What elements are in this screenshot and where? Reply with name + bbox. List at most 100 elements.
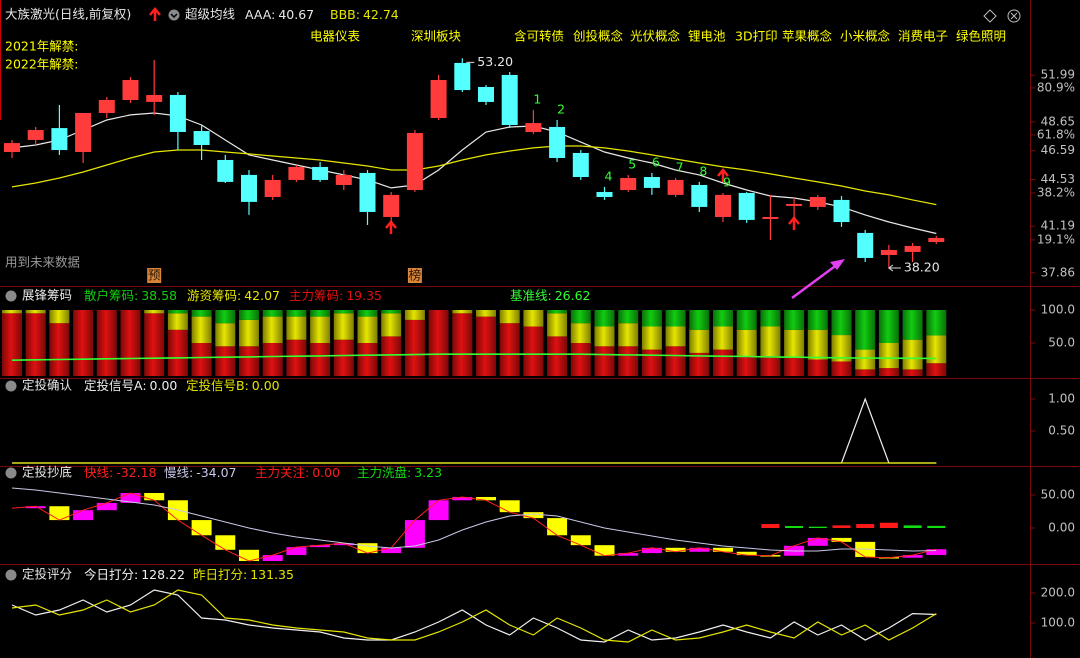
- panel-title: 大族激光(日线,前复权): [5, 7, 131, 22]
- legend-name: 主力筹码:: [289, 288, 343, 303]
- stacked-bar: [665, 346, 686, 376]
- signal-bar: [761, 524, 780, 529]
- future-note: 用到未来数据: [5, 255, 80, 270]
- momentum-box: [73, 510, 94, 521]
- panel-title: 定投确认: [22, 378, 73, 393]
- legend-entry: 今日打分: 128.22: [84, 567, 185, 582]
- stacked-bar: [902, 310, 923, 340]
- stacked-bar: [120, 310, 141, 376]
- max-label: 53.20: [477, 54, 513, 69]
- candle-body: [928, 237, 945, 243]
- panel-title: 定投评分: [22, 567, 72, 582]
- stacked-bar: [665, 326, 686, 347]
- momentum-box: [547, 518, 568, 536]
- momentum-box: [144, 493, 165, 501]
- stacked-bar: [926, 363, 947, 376]
- candle-body: [122, 79, 139, 100]
- candle-body: [264, 179, 281, 198]
- panel-icon[interactable]: [5, 467, 17, 479]
- stacked-bar: [594, 326, 615, 347]
- indicator-icon[interactable]: [168, 9, 180, 21]
- stacked-bar: [855, 349, 876, 370]
- legend-name: 主力关注:: [255, 465, 309, 480]
- signal-bar: [927, 525, 946, 529]
- stacked-bar: [215, 310, 236, 324]
- legend-value: 19.35: [346, 288, 382, 303]
- pointer-arrow: [791, 262, 839, 300]
- legend-value: -34.07: [196, 465, 236, 480]
- panel-icon[interactable]: [5, 380, 17, 392]
- y-tick-label: 1.00: [1048, 392, 1075, 406]
- candle-body: [193, 131, 210, 145]
- stacked-bar: [831, 310, 852, 336]
- legend-name: 快线:: [84, 465, 113, 480]
- stacked-bar: [902, 369, 923, 376]
- concept-tag: 含可转债: [514, 29, 564, 44]
- legend-name: 昨日打分:: [193, 567, 247, 582]
- legend-entry: AAA: 40.67: [245, 7, 314, 22]
- stacked-bar: [760, 326, 781, 357]
- buy-arrow: [788, 216, 800, 230]
- candle-body: [241, 174, 257, 202]
- candle-body: [833, 199, 850, 223]
- stacked-bar: [523, 310, 544, 327]
- panel-icon[interactable]: [5, 569, 17, 581]
- y-tick-label: 38.2%: [1037, 185, 1075, 199]
- y-tick-label: 44.53: [1041, 172, 1075, 186]
- concept-tag: 锂电池: [688, 29, 726, 44]
- settings-icon[interactable]: [983, 9, 997, 23]
- stacked-bar: [381, 310, 402, 314]
- y-tick-label: 61.8%: [1037, 127, 1075, 141]
- stacked-bar: [570, 323, 591, 343]
- momentum-box: [570, 535, 591, 546]
- stacked-bar: [357, 316, 378, 343]
- candle-body: [430, 79, 447, 119]
- indicator-icon-chevron: [170, 13, 178, 19]
- panel-title: 定投抄底: [22, 465, 72, 480]
- momentum-box: [641, 547, 662, 554]
- panel-icon[interactable]: [5, 290, 17, 302]
- momentum-box: [452, 496, 473, 501]
- candle-body: [572, 152, 589, 178]
- stacked-bar: [404, 319, 425, 376]
- stacked-bar: [784, 310, 805, 330]
- signal-label: 5: [628, 156, 636, 171]
- candle-body: [715, 194, 731, 217]
- momentum-box: [807, 537, 828, 546]
- candle-body: [643, 177, 660, 188]
- signal-label: 8: [699, 163, 707, 178]
- signal-bar: [785, 526, 804, 529]
- baseline-line: [11, 353, 937, 361]
- close-icon[interactable]: [1007, 9, 1021, 23]
- stacked-bar: [239, 319, 259, 347]
- legend-value: 26.62: [555, 288, 591, 303]
- y-tick-label: 51.99: [1041, 68, 1075, 82]
- stacked-bar: [215, 323, 236, 347]
- momentum-box: [215, 535, 236, 550]
- legend-value: 131.35: [250, 567, 294, 582]
- candle-body: [169, 94, 186, 132]
- stacked-bar: [641, 326, 662, 350]
- stacked-bar: [689, 352, 710, 376]
- stacked-bar: [689, 329, 710, 353]
- stacked-bar: [926, 335, 947, 364]
- stacked-bar: [2, 313, 22, 376]
- momentum-box: [428, 500, 449, 521]
- stacked-bar: [333, 313, 354, 340]
- stacked-bar: [618, 310, 639, 324]
- legend-value: 128.22: [141, 567, 185, 582]
- legend-entry: 定投信号A: 0.00: [84, 378, 177, 393]
- stacked-bar: [665, 310, 686, 327]
- note: 2022年解禁:: [5, 57, 79, 72]
- candle-body: [525, 123, 542, 132]
- candle-body: [762, 216, 779, 219]
- stacked-bar: [736, 329, 757, 357]
- pointer-arrow-head: [830, 259, 845, 270]
- y-tick-label: 46.59: [1041, 143, 1075, 157]
- momentum-box: [926, 549, 947, 556]
- concept-tag: 消费电子: [898, 29, 948, 44]
- stacked-bar: [452, 310, 473, 314]
- stacked-bar: [2, 310, 22, 314]
- legend-entry: 主力洗盘: 3.23: [357, 465, 442, 480]
- legend-name: BBB:: [330, 7, 360, 22]
